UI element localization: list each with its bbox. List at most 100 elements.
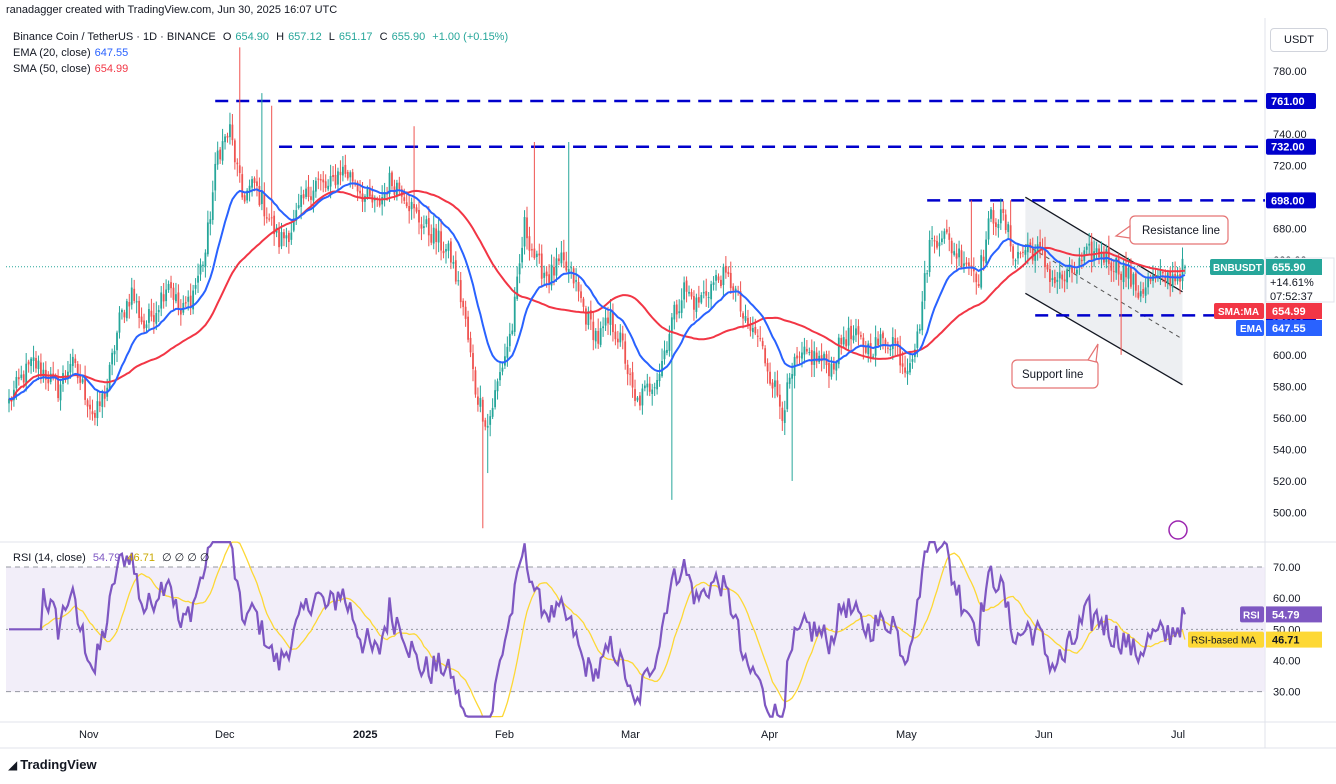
candle-body [1142,289,1145,294]
candle-body [960,250,963,268]
candle-body [975,273,978,283]
candle-body [535,253,538,257]
candle-body [20,374,23,379]
candle-body [324,181,327,188]
candle-body [337,171,339,185]
candle-body [621,333,624,341]
candle-body [774,380,776,387]
candle-body [194,285,197,289]
candle-body [464,306,467,319]
candle-body [89,404,91,410]
candle-body [1103,252,1105,263]
resistance-callout-label: Resistance line [1142,225,1220,237]
candle-body [683,282,686,300]
candle-body [300,195,303,207]
ema-legend[interactable]: EMA (20, close) 647.55 [13,47,129,59]
last-price-tag [1266,259,1322,275]
candle-body [246,190,249,201]
channel-midline [1025,244,1183,340]
candle-body [339,171,342,176]
candle-body [1130,265,1132,287]
candle-body [302,194,305,199]
candle-body [565,261,568,271]
candle-body [796,355,798,359]
candle-body [602,326,605,329]
candle-body [864,346,867,353]
candle-body [265,217,268,219]
candle-body [214,163,217,191]
candle-body [344,164,347,174]
candle-body [550,264,553,286]
candle-body [842,337,845,345]
descending-channel-fill [1025,197,1183,385]
candle-body [639,395,641,406]
support-callout-label: Support line [1022,369,1083,381]
currency-unit-button[interactable]: USDT [1270,28,1328,52]
candle-body [388,172,391,195]
ema-value-tag-label: 647.55 [1272,323,1306,335]
candle-body [567,269,570,273]
candle-body [211,192,214,220]
candle-body [341,166,344,176]
candle-body [1112,271,1115,273]
candle-body [86,400,89,407]
candle-body [231,124,234,141]
candle-body [187,296,190,302]
candle-body [523,217,526,247]
sma-legend[interactable]: SMA (50, close) 654.99 [13,63,129,75]
candle-body [400,189,403,197]
candle-body [543,272,546,278]
price-tick-label: 600.00 [1273,350,1307,362]
candle-body [454,260,457,282]
candle-body [1051,278,1054,281]
price-tick-label: 680.00 [1273,224,1307,236]
candle-body [911,359,914,362]
candle-body [1049,269,1051,282]
candle-body [798,356,801,358]
candle-body [626,364,629,375]
time-tick-label: Feb [495,729,514,741]
tradingview-logo[interactable]: ◢ TradingView [8,757,97,772]
candle-body [148,309,150,323]
rsi-ma-line [9,541,1186,718]
candle-body [501,367,504,372]
candle-body [526,217,528,239]
candle-body [290,232,293,240]
rsi-ma-tag-label: RSI-based MA [1191,636,1256,647]
candle-body [15,376,18,389]
candle-body [631,372,634,388]
candle-body [1009,225,1012,247]
candle-body [1105,249,1108,263]
candle-body [140,316,143,323]
sma-legend-value: 654.99 [94,63,129,75]
candle-body [634,389,636,401]
candle-body [658,374,661,382]
change-value: +1.00 (+0.15%) [432,31,509,43]
rsi-legend[interactable]: RSI (14, close) 54.79 46.71 ∅ ∅ ∅ ∅ [13,552,210,564]
sma-value-tag-label: 654.99 [1272,306,1306,318]
price-tick-label: 580.00 [1273,381,1307,393]
symbol-legend[interactable]: Binance Coin / TetherUS · 1D · BINANCE O… [13,31,509,43]
candle-body [359,190,361,194]
rsi-ma-tag [1188,631,1264,648]
candle-body [71,356,74,367]
candle-body [678,311,681,314]
candle-body [592,321,595,341]
candle-body [751,328,754,333]
rsi-value-tag [1266,606,1322,623]
candle-body [1120,273,1123,280]
candle-body [445,248,447,252]
time-tick-label: Dec [215,729,235,741]
candle-body [481,399,484,422]
candle-body [1026,244,1029,253]
candle-body [1137,292,1140,298]
candle-body [968,262,970,266]
candle-body [702,292,705,294]
candle-body [945,229,948,233]
candle-body [953,251,956,255]
candle-body [597,330,600,344]
candle-body [972,268,975,272]
candle-body [845,339,848,347]
